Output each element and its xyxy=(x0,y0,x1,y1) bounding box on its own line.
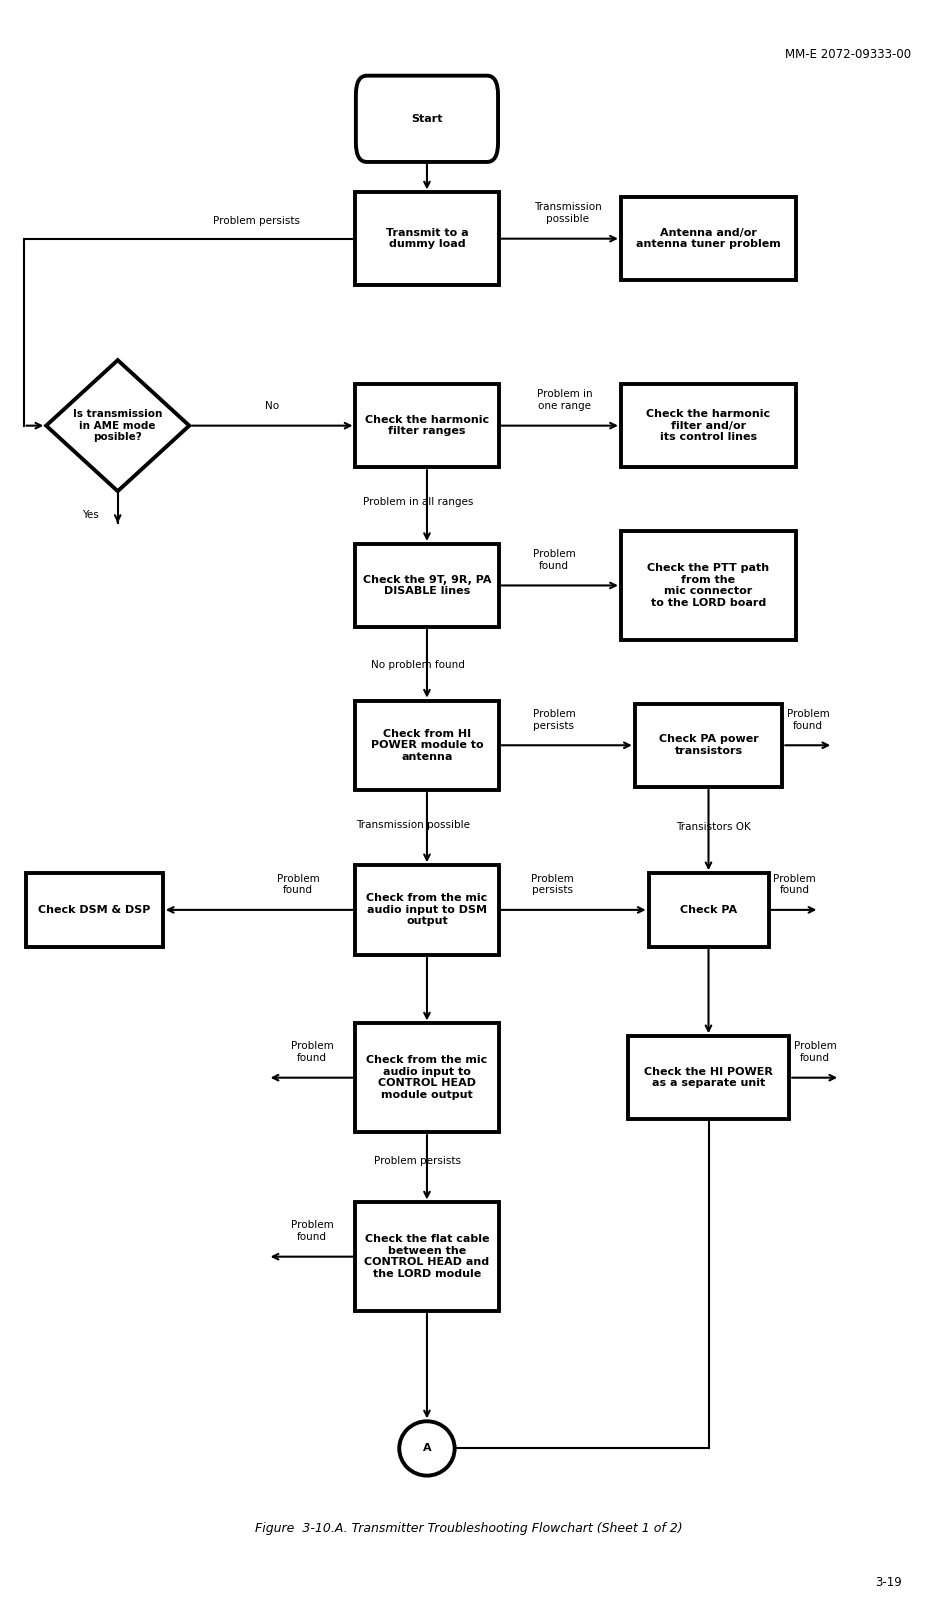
Text: Problem
found: Problem found xyxy=(793,1041,836,1062)
Bar xyxy=(355,192,498,285)
Text: Problem persists: Problem persists xyxy=(212,216,300,226)
Text: Transistors OK: Transistors OK xyxy=(675,822,750,832)
Bar xyxy=(355,1024,498,1132)
Text: Check from the mic
audio input to DSM
output: Check from the mic audio input to DSM ou… xyxy=(366,893,487,927)
Text: Problem
found: Problem found xyxy=(532,550,575,571)
Text: Check the 9T, 9R, PA
DISABLE lines: Check the 9T, 9R, PA DISABLE lines xyxy=(362,574,490,596)
Ellipse shape xyxy=(399,1422,454,1475)
Bar xyxy=(355,701,498,790)
Text: Problem
found: Problem found xyxy=(786,709,828,730)
Text: Check the harmonic
filter and/or
its control lines: Check the harmonic filter and/or its con… xyxy=(646,409,769,442)
Text: Check from the mic
audio input to
CONTROL HEAD
module output: Check from the mic audio input to CONTRO… xyxy=(366,1056,487,1099)
Text: Problem
persists: Problem persists xyxy=(532,709,575,730)
Bar xyxy=(355,384,498,467)
Text: Check PA power
transistors: Check PA power transistors xyxy=(658,735,757,756)
FancyBboxPatch shape xyxy=(356,76,498,161)
Text: Is transmission
in AME mode
posible?: Is transmission in AME mode posible? xyxy=(73,409,162,442)
Text: Figure  3-10.A. Transmitter Troubleshooting Flowchart (Sheet 1 of 2): Figure 3-10.A. Transmitter Troubleshooti… xyxy=(255,1522,681,1535)
Text: Check the HI POWER
as a separate unit: Check the HI POWER as a separate unit xyxy=(643,1067,772,1088)
Text: Problem
found: Problem found xyxy=(772,874,815,895)
Text: Problem
found: Problem found xyxy=(276,874,319,895)
Bar xyxy=(648,874,768,946)
Text: Problem
found: Problem found xyxy=(290,1220,333,1241)
Bar xyxy=(26,874,163,946)
Polygon shape xyxy=(46,359,189,492)
Bar xyxy=(634,704,782,787)
Bar xyxy=(621,530,796,640)
Text: No problem found: No problem found xyxy=(371,661,464,671)
Text: Transmission
possible: Transmission possible xyxy=(534,202,601,224)
Text: Antenna and/or
antenna tuner problem: Antenna and/or antenna tuner problem xyxy=(636,227,780,250)
Text: Yes: Yes xyxy=(81,511,98,521)
Bar xyxy=(355,1203,498,1311)
Text: Transmit to a
dummy load: Transmit to a dummy load xyxy=(386,227,468,250)
Bar xyxy=(627,1037,788,1119)
Text: Transmission possible: Transmission possible xyxy=(356,821,470,830)
Text: Problem persists: Problem persists xyxy=(373,1156,461,1165)
Text: No: No xyxy=(265,401,279,411)
Text: Check DSM & DSP: Check DSM & DSP xyxy=(38,904,151,916)
Text: Check the flat cable
between the
CONTROL HEAD and
the LORD module: Check the flat cable between the CONTROL… xyxy=(364,1235,489,1278)
Bar xyxy=(621,384,796,467)
Text: Check from HI
POWER module to
antenna: Check from HI POWER module to antenna xyxy=(371,729,483,762)
Text: Start: Start xyxy=(411,114,442,124)
Text: Problem in
one range: Problem in one range xyxy=(536,388,592,411)
Bar xyxy=(355,866,498,954)
Text: MM-E 2072-09333-00: MM-E 2072-09333-00 xyxy=(784,48,911,61)
Text: Check the harmonic
filter ranges: Check the harmonic filter ranges xyxy=(364,414,489,437)
Text: Problem
persists: Problem persists xyxy=(530,874,573,895)
Text: Check PA: Check PA xyxy=(680,904,737,916)
Bar xyxy=(621,197,796,280)
Bar xyxy=(355,543,498,627)
Text: 3-19: 3-19 xyxy=(874,1577,901,1589)
Text: Check the PTT path
from the
mic connector
to the LORD board: Check the PTT path from the mic connecto… xyxy=(647,563,768,608)
Text: A: A xyxy=(422,1443,431,1454)
Text: Problem in all ranges: Problem in all ranges xyxy=(362,498,473,508)
Text: Problem
found: Problem found xyxy=(290,1041,333,1062)
